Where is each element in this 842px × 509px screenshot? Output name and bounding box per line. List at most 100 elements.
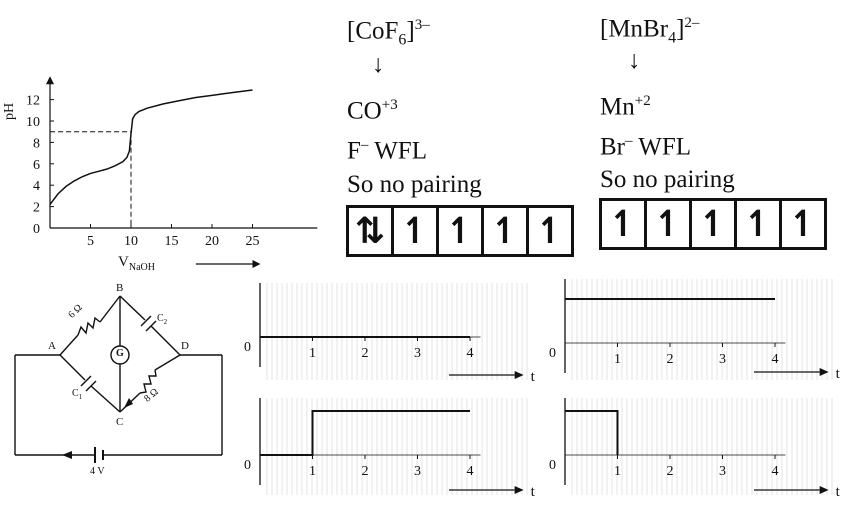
- t-axis-arrow-icon: [819, 486, 829, 494]
- complex2-charge: 2–: [684, 15, 700, 31]
- complex1-formula-text: [CoF: [347, 17, 399, 45]
- orbital-box: ↿: [787, 203, 819, 245]
- background-pattern: [263, 398, 528, 495]
- battery-label: 4 V: [90, 466, 105, 477]
- x-tick-label: 3: [414, 464, 421, 479]
- complex2-ligand-type: WFL: [632, 133, 692, 161]
- complex1-ion-text: CO: [347, 97, 382, 125]
- background-pattern: [568, 279, 833, 380]
- y-tick-label: 10: [26, 115, 40, 130]
- titration-plot: 0 2 4 6 8 10 12 5 10 15 20 25: [26, 76, 318, 268]
- x-tick-label: 1: [309, 346, 316, 361]
- node-c-label: C: [116, 416, 124, 428]
- complex2-ligand-charge: –: [625, 133, 633, 149]
- complex2-formula-close: ]: [676, 15, 685, 43]
- t-axis-arrow-icon: [514, 371, 524, 379]
- y-tick-label: 4: [33, 179, 40, 194]
- y-tick-label: 12: [26, 94, 40, 109]
- capacitor-c2-label: C2: [157, 313, 167, 326]
- complex1-formula-close: ]: [406, 17, 415, 45]
- complex1-formula-sub: 6: [398, 31, 407, 49]
- y-tick-label: 2: [33, 201, 40, 216]
- y-tick-label: 8: [33, 136, 40, 151]
- complex2-formula-sub: 4: [668, 29, 677, 47]
- y-axis-arrow-icon: [46, 76, 54, 85]
- complex2-ion: Mn+2: [600, 86, 651, 122]
- x-tick-label: 4: [772, 352, 779, 367]
- orbital-box: ↿: [692, 201, 737, 247]
- complex1-arrow: ↓: [372, 51, 385, 78]
- t-axis-arrow-icon: [819, 368, 829, 376]
- background-pattern: [263, 283, 528, 380]
- t-axis-arrow-icon: [514, 486, 524, 494]
- c2-text: C: [157, 313, 164, 324]
- x-tick-label: 20: [205, 234, 219, 249]
- complex2-orbital-diagram: ↿ ↿ ↿ ↿ ↿: [599, 198, 827, 250]
- c2-sub: 2: [163, 318, 168, 326]
- x-tick-label: 1: [309, 464, 316, 479]
- t-label: t: [836, 366, 841, 382]
- t-label: t: [531, 484, 536, 500]
- complex2-arrow: ↓: [628, 47, 641, 74]
- x-tick-label: 4: [467, 346, 474, 361]
- x-tick-label: 1: [614, 352, 621, 367]
- x-tick-label: 2: [362, 464, 369, 479]
- orbital-box: ↿: [534, 210, 566, 252]
- xlabel-sub: NaOH: [128, 262, 155, 273]
- x-tick-label: 10: [124, 234, 138, 249]
- orbital-box: ↿: [484, 208, 529, 254]
- x-tick-label: 2: [667, 464, 674, 479]
- titration-curve: [49, 89, 253, 205]
- orbital-box: ↿: [394, 208, 439, 254]
- xlabel-main: V: [118, 254, 129, 270]
- signal-line: [565, 410, 619, 455]
- complex1-ion: CO+3: [347, 90, 398, 126]
- complex1-ligand-text: F: [347, 137, 361, 165]
- x-tick-label: 2: [667, 352, 674, 367]
- complex2-note: So no pairing: [600, 166, 735, 193]
- complex2-ligand-text: Br: [600, 133, 625, 161]
- complex1-ion-charge: +3: [381, 97, 398, 113]
- node-b-label: B: [116, 282, 124, 294]
- c1-sub: 1: [78, 393, 83, 401]
- orbital-box: ↿: [439, 208, 484, 254]
- orbital-box: ↿: [737, 201, 782, 247]
- galvanometer-label: G: [116, 348, 124, 359]
- complex1-ligand-charge: –: [360, 137, 369, 153]
- complex2-ion-charge: +2: [634, 93, 651, 109]
- orbital-box: ↿: [647, 201, 692, 247]
- x-tick-label: 4: [772, 464, 779, 479]
- t-label: t: [531, 369, 536, 385]
- x-tick-label: 3: [719, 352, 726, 367]
- signal-line: [260, 410, 470, 456]
- x-tick-label: 4: [467, 464, 474, 479]
- x-tick-label: 25: [246, 234, 260, 249]
- origin-label: 0: [244, 458, 251, 473]
- x-tick-label: 1: [614, 464, 621, 479]
- c1-text: C: [72, 388, 79, 399]
- complex1-note: So no pairing: [347, 171, 482, 198]
- node-a-label: A: [48, 340, 56, 352]
- complex2-ion-text: Mn: [600, 93, 635, 121]
- titration-xlabel: VNaOH: [118, 254, 155, 273]
- x-tick-label: 5: [87, 234, 94, 249]
- complex2-formula: [MnBr4]2–: [600, 8, 699, 53]
- y-tick-label: 6: [33, 158, 40, 173]
- complex2-ligand: Br– WFL: [600, 126, 691, 162]
- complex1-ligand: F– WFL: [347, 130, 427, 166]
- t-label: t: [836, 484, 841, 500]
- x-tick-label: 3: [414, 346, 421, 361]
- background-pattern: [568, 398, 833, 495]
- complex1-charge: 3–: [414, 17, 430, 33]
- origin-label: 0: [244, 340, 251, 355]
- x-tick-label: 15: [165, 234, 179, 249]
- orbital-box: ↿: [602, 201, 647, 247]
- node-d-label: D: [181, 340, 189, 352]
- y-tick-label: 0: [33, 222, 40, 237]
- orbital-box: ⇅: [349, 208, 394, 254]
- origin-label: 0: [549, 346, 556, 361]
- x-tick-label: 2: [362, 346, 369, 361]
- x-tick-label: 3: [719, 464, 726, 479]
